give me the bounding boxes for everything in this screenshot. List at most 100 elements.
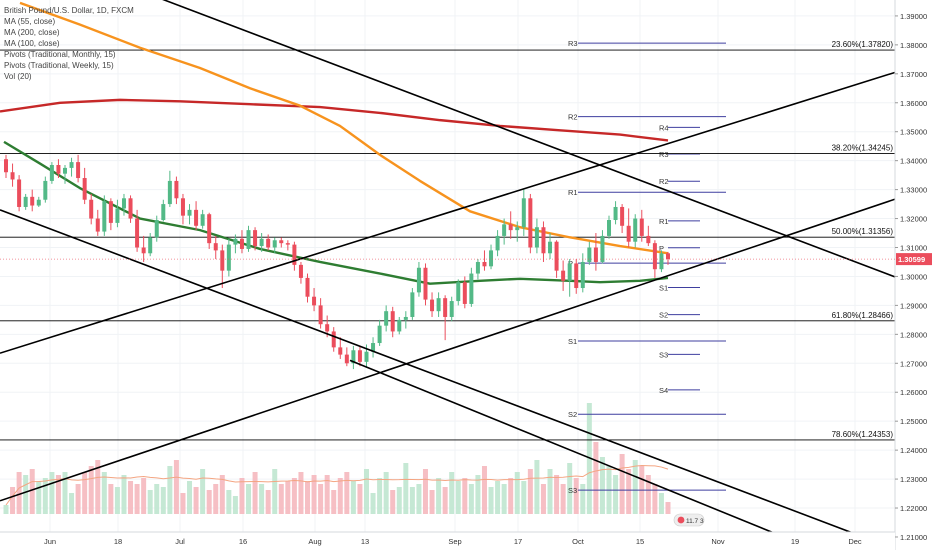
time-tick-label-10: Nov [711,537,725,546]
time-axis-background [0,532,895,550]
candle-body-17 [115,208,120,223]
volume-bar-61 [403,463,409,514]
volume-bar-67 [442,487,448,514]
monthly-pivot-label-R3: R3 [568,39,578,48]
volume-bar-40 [265,490,271,514]
candle-body-85 [561,270,566,281]
candle-body-40 [266,238,271,248]
candle-body-49 [325,324,330,332]
time-tick-label-12: Dec [848,537,862,546]
indicator-pivots-weekly[interactable]: Pivots (Traditional, Weekly, 15) [4,61,114,70]
trendline-4 [349,359,818,550]
candle-body-63 [416,267,421,293]
volume-bar-5 [36,481,42,514]
candle-body-21 [141,247,146,254]
fib-label-1: 38.20%(1.34245) [832,144,894,153]
volume-bar-13 [88,466,94,514]
volume-bar-44 [291,478,297,514]
volume-bar-85 [560,484,566,514]
volume-bar-29 [193,487,199,514]
candle-body-62 [410,292,415,317]
candle-body-25 [167,180,172,205]
candle-body-8 [56,165,61,174]
time-axis[interactable]: Jun 18 Jul 16 Aug 13 Sep 17 Oct 15 Nov 19 Dec [0,531,895,550]
volume-bar-14 [95,460,101,514]
weekly-pivot-label-S3: S3 [659,350,668,359]
time-tick-label-9: 15 [636,537,644,546]
indicator-pivots-monthly[interactable]: Pivots (Traditional, Monthly, 15) [4,50,116,59]
candle-body-24 [161,204,166,220]
candle-body-95 [626,225,631,242]
fib-label-2: 50.00%(1.31356) [832,227,894,236]
candle-body-47 [312,296,317,306]
weekly-pivot-label-P: P [659,244,664,253]
trendline-3 [0,60,932,354]
candle-body-87 [574,263,579,289]
volume-bar-82 [540,484,546,514]
volume-bar-22 [147,490,153,514]
price-tick-label-9: 1.30000 [900,272,927,281]
volume-bar-12 [82,472,88,514]
indicator-volume[interactable]: Vol (20) [4,72,32,81]
price-tick-label-11: 1.28000 [900,330,927,339]
volume-ma-line [5,465,669,506]
volume-bar-55 [363,469,369,514]
candle-body-70 [462,282,467,304]
volume-bar-42 [278,484,284,514]
weekly-pivot-label-S4: S4 [659,386,668,395]
candle-body-98 [646,235,651,244]
price-tick-label-18: 1.21000 [900,533,927,542]
volume-bar-74 [488,487,494,514]
candle-body-13 [89,199,94,219]
volume-bar-90 [593,442,599,514]
volume-bar-59 [390,490,396,514]
candle-body-75 [495,235,500,251]
candle-body-92 [607,220,612,236]
candle-body-26 [174,180,179,199]
candle-body-4 [30,196,35,206]
price-tick-label-12: 1.27000 [900,359,927,368]
last-price-label: 1.30599 [898,255,925,264]
ma100-line [19,1,669,255]
weekly-pivot-label-R4: R4 [659,123,669,132]
candle-body-79 [521,198,526,228]
candle-body-83 [548,241,553,254]
volume-bar-88 [580,484,586,514]
price-tick-label-13: 1.26000 [900,388,927,397]
candle-body-65 [430,299,435,312]
ma200-line [0,98,669,142]
volume-bar-56 [370,493,376,514]
chart-overlays: 11.7 3 [673,513,705,527]
indicator-ma55[interactable]: MA (55, close) [4,17,56,26]
volume-bar-32 [213,484,219,514]
volume-bar-63 [416,484,422,514]
volume-bar-16 [108,484,114,514]
candle-body-28 [187,209,192,216]
volume-bar-54 [357,484,363,514]
volume-bar-99 [652,484,658,514]
candle-body-30 [200,214,205,226]
indicator-ma100[interactable]: MA (100, close) [4,39,60,48]
indicator-ma200[interactable]: MA (200, close) [4,28,60,37]
candle-body-11 [76,162,81,179]
trendline-1 [162,0,932,292]
candle-body-46 [305,277,310,297]
time-tick-label-3: 16 [239,537,247,546]
candle-body-3 [23,196,28,207]
candle-body-33 [220,250,225,271]
volume-bar-11 [75,484,81,514]
volume-bar-79 [521,481,527,514]
candle-body-39 [259,238,264,247]
volume-bar-20 [134,484,140,514]
candle-body-23 [154,220,159,238]
volume-bar-65 [429,490,435,514]
volume-bar-46 [305,481,311,514]
time-tick-label-0: Jun [44,537,56,546]
volume-bar-3 [23,475,29,514]
candle-body-88 [580,261,585,289]
volume-bar-69 [455,481,461,514]
volume-bar-38 [252,472,258,514]
